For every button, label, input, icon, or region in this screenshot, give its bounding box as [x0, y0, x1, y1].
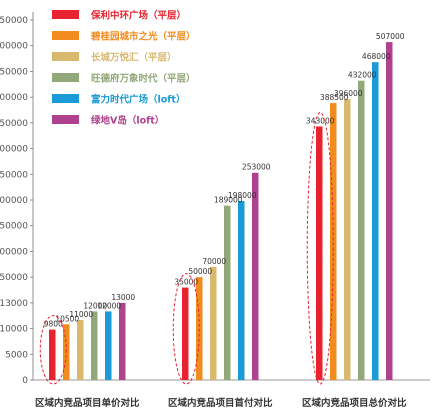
data-label: 35000 [174, 278, 198, 287]
data-label: 12000 [83, 301, 107, 310]
x-category-label: 区域内竞品项目首付对比 [168, 397, 273, 409]
legend-swatch [52, 10, 79, 19]
data-label: 70000 [202, 257, 226, 266]
y-tick-label: 150000 [0, 222, 28, 232]
y-tick-label: 300000 [0, 145, 28, 155]
y-tick-label: 350000 [0, 119, 28, 129]
x-category-label: 区域内竞品项目单价对比 [35, 397, 140, 409]
bar [330, 103, 337, 381]
y-tick-label: 13000 [0, 299, 28, 309]
data-label: 9800 [44, 320, 63, 329]
legend-swatch [52, 94, 79, 103]
y-tick-label: 550000 [0, 16, 28, 26]
data-label: 198000 [228, 191, 257, 200]
y-tick-label: 100000 [0, 247, 28, 257]
legend-label: 保利中环广场（平层） [90, 10, 186, 22]
legend-swatch [52, 31, 79, 40]
data-label: 50000 [188, 267, 212, 276]
highlight-ellipse [172, 273, 200, 385]
y-tick-label: 10000 [0, 325, 28, 335]
data-label: 189000 [214, 196, 243, 205]
bar [196, 277, 203, 380]
bar [238, 201, 245, 380]
bar [358, 80, 365, 380]
legend-label: 富力时代广场（loft） [91, 94, 185, 106]
bar [386, 42, 393, 380]
bar [119, 302, 126, 380]
bar [182, 287, 189, 380]
bar [49, 329, 56, 380]
legend-label: 绿地V岛（loft） [91, 115, 164, 127]
legend-label: 旺德府万象时代（平层） [91, 73, 196, 85]
legend-label: 长城万悦汇（平层） [91, 52, 177, 64]
bar [252, 172, 259, 380]
data-label: 507000 [376, 32, 405, 41]
bar [91, 311, 98, 380]
data-label: 343000 [306, 116, 335, 125]
legend-label: 碧桂园城市之光（平层） [90, 31, 196, 43]
bar [210, 266, 217, 380]
bar [316, 126, 323, 380]
data-label: 253000 [242, 163, 271, 172]
data-label: 11000 [69, 310, 93, 319]
legend-swatch [52, 73, 79, 82]
highlight-ellipse [39, 315, 67, 385]
y-tick-label: 250000 [0, 170, 28, 180]
bar [224, 205, 231, 380]
y-tick-label: 400000 [0, 93, 28, 103]
y-tick-label: 50000 [0, 273, 28, 283]
data-label: 13000 [111, 293, 135, 302]
bar [77, 320, 84, 380]
highlight-ellipse [306, 111, 334, 385]
y-tick-label: 450000 [0, 67, 28, 77]
bar [344, 99, 351, 380]
x-category-label: 区域内竞品项目总价对比 [302, 397, 407, 409]
y-tick-label: 200000 [0, 196, 28, 206]
data-label: 396000 [334, 89, 363, 98]
data-label: 12000 [97, 301, 121, 310]
legend-swatch [52, 115, 79, 124]
bar [372, 62, 379, 381]
y-tick-label: 0 [22, 376, 28, 386]
data-label: 468000 [362, 52, 391, 61]
y-tick-label: 5000 [5, 350, 28, 360]
data-label: 10500 [55, 314, 79, 323]
bar [105, 311, 112, 380]
data-label: 388500 [320, 93, 349, 102]
data-label: 432000 [348, 71, 377, 80]
legend-swatch [52, 52, 79, 61]
